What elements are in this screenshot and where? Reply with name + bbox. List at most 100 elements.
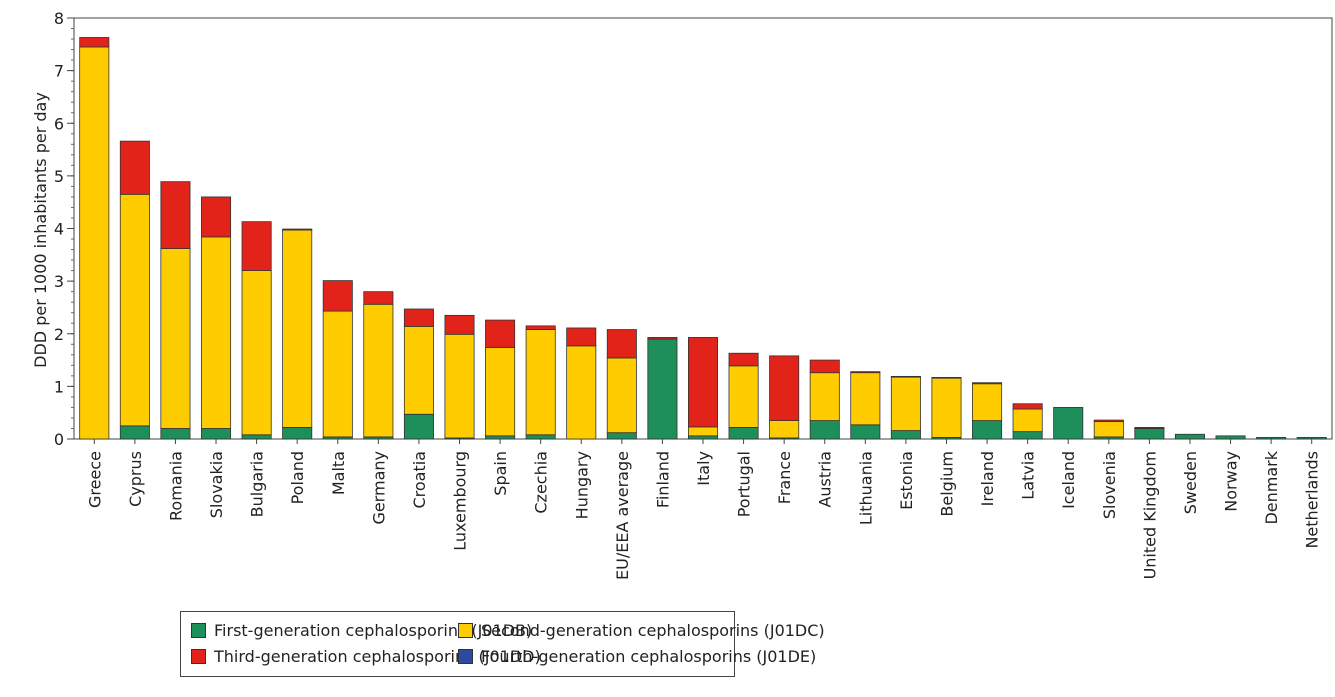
bar-segment-2	[1012, 408, 1043, 433]
bar-segment-2	[79, 46, 110, 440]
bar-segment-1	[525, 434, 556, 440]
bar-segment-1	[119, 425, 150, 440]
bar-segment-1	[241, 434, 272, 440]
bar-segment-3	[201, 196, 232, 238]
bar-segment-3	[1093, 419, 1124, 423]
x-tick-label: Sweden	[1181, 451, 1200, 514]
bar-segment-1	[1215, 435, 1246, 440]
legend-swatch-third-gen	[191, 648, 206, 664]
x-tick-label: Austria	[816, 451, 835, 508]
bar-segment-2	[363, 303, 394, 438]
bar-segment-3	[687, 337, 719, 428]
x-tick-label: Slovenia	[1100, 451, 1119, 519]
y-tick-label: 0	[54, 430, 64, 449]
bar-segment-3	[809, 359, 840, 374]
x-tick-label: Hungary	[572, 451, 591, 519]
bar-segment-2	[972, 383, 1003, 421]
bar-segment-1	[647, 338, 678, 440]
x-tick-label: Denmark	[1262, 450, 1281, 524]
bar-segment-3	[241, 221, 272, 272]
bar-segment-2	[241, 270, 272, 436]
bar-segment-1	[687, 435, 719, 440]
x-tick-label: Iceland	[1059, 451, 1078, 509]
bar-segment-3	[972, 382, 1003, 385]
x-tick-label: Greece	[85, 451, 104, 508]
x-tick-label: Italy	[694, 451, 713, 486]
x-tick-label: Latvia	[1019, 451, 1038, 500]
bar-segment-3	[525, 325, 556, 330]
x-tick-label: Romania	[166, 451, 185, 521]
bar-segment-3	[485, 319, 516, 348]
x-tick-label: Belgium	[937, 451, 956, 517]
bar-segment-1	[282, 427, 313, 440]
bar-segment-3	[850, 371, 881, 374]
bar-segment-2	[444, 333, 475, 439]
bar-segment-2	[566, 345, 597, 440]
y-tick-label: 1	[54, 377, 64, 396]
legend-swatch-fourth-gen	[458, 648, 473, 664]
bar-segment-1	[890, 430, 921, 440]
bar-segment-1	[201, 428, 232, 440]
bar-segment-2	[850, 372, 881, 426]
legend-swatch-first-gen	[191, 622, 206, 638]
bar-segment-1	[1296, 437, 1327, 440]
bar-segment-3	[1134, 427, 1165, 429]
bar-segment-2	[606, 357, 637, 434]
bar-segment-3	[282, 228, 313, 231]
legend-label-second-gen: Second-generation cephalosporins (J01DC)	[481, 620, 825, 640]
x-tick-label: United Kingdom	[1140, 451, 1159, 579]
bar-segment-1	[1134, 428, 1165, 440]
y-tick-label: 8	[54, 9, 64, 28]
x-tick-label: Croatia	[410, 451, 429, 509]
bar-segment-3	[606, 329, 637, 359]
bar-segment-1	[1174, 433, 1205, 440]
y-tick-label: 7	[54, 62, 64, 81]
bar-segment-1	[403, 413, 434, 440]
bar-segment-3	[322, 280, 353, 312]
bar-segment-1	[606, 432, 637, 440]
bar-segment-1	[160, 428, 191, 440]
bar-segment-2	[201, 236, 232, 429]
bar-segment-3	[160, 181, 191, 249]
bar-segment-1	[809, 420, 840, 440]
bar-segment-1	[728, 427, 759, 440]
bar-segment-2	[809, 372, 840, 421]
x-tick-label: Norway	[1222, 451, 1241, 512]
bar-segment-3	[566, 327, 597, 347]
plot-area: 0 1 2 3 4 5 6 7 8 Greece Cyprus Romania Slovakia Bulg…	[54, 9, 1333, 580]
bar-segment-1	[850, 424, 881, 440]
x-tick-label: Bulgaria	[248, 451, 267, 517]
bar-segment-2	[160, 248, 191, 429]
x-tick-label: France	[775, 451, 794, 504]
bar-segment-1	[485, 435, 516, 440]
x-tick-label: Malta	[329, 451, 348, 495]
legend-item-fourth-gen: Fourth-generation cephalosporins (J01DE)	[458, 646, 816, 666]
bar-segment-3	[1012, 403, 1043, 410]
bar-segment-2	[322, 310, 353, 438]
x-tick-label: Portugal	[735, 451, 754, 517]
legend-item-second-gen: Second-generation cephalosporins (J01DC)	[458, 620, 825, 640]
legend: First-generation cephalosporins (J01DB) …	[180, 611, 825, 677]
bar-segment-2	[728, 365, 759, 428]
bar-segment-2	[525, 329, 556, 436]
y-tick-label: 5	[54, 167, 64, 186]
bar-segment-2	[403, 325, 434, 415]
bar-segment-1	[972, 420, 1003, 440]
x-tick-label: Germany	[369, 451, 388, 525]
legend-item-first-gen: First-generation cephalosporins (J01DB)	[191, 620, 532, 640]
bar-segment-3	[363, 291, 394, 305]
y-tick-label: 6	[54, 114, 64, 133]
x-tick-label: Estonia	[897, 451, 916, 510]
bar-segment-3	[444, 314, 475, 335]
bar-segment-3	[931, 377, 962, 379]
bar-segment-2	[890, 376, 921, 431]
y-axis-label: DDD per 1000 inhabitants per day	[31, 92, 50, 368]
bar-segment-2	[282, 229, 313, 428]
x-tick-label: Lithuania	[856, 451, 875, 525]
legend-swatch-second-gen	[458, 622, 473, 638]
bar-segment-3	[728, 352, 759, 367]
bar-segment-2	[485, 347, 516, 437]
bar-segment-3	[403, 308, 434, 327]
y-tick-label: 2	[54, 325, 64, 344]
